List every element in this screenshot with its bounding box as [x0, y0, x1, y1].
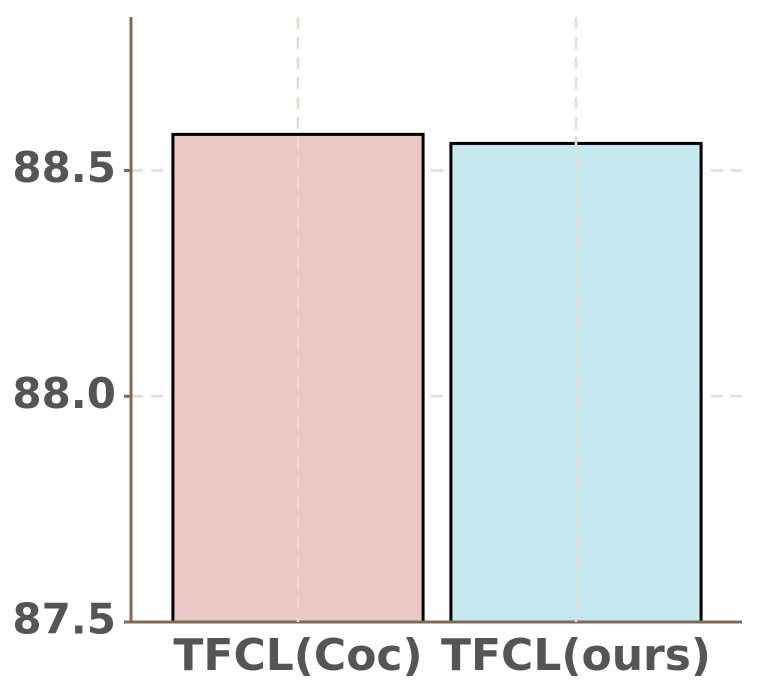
x-tick-label: TFCL(Coc): [173, 630, 422, 681]
bars: [171, 132, 703, 624]
x-tick-label: TFCL(ours): [441, 630, 711, 681]
y-tick-label: 88.5: [12, 143, 116, 192]
y-tick-label: 88.0: [12, 369, 116, 418]
y-tick-label: 87.5: [12, 595, 116, 644]
